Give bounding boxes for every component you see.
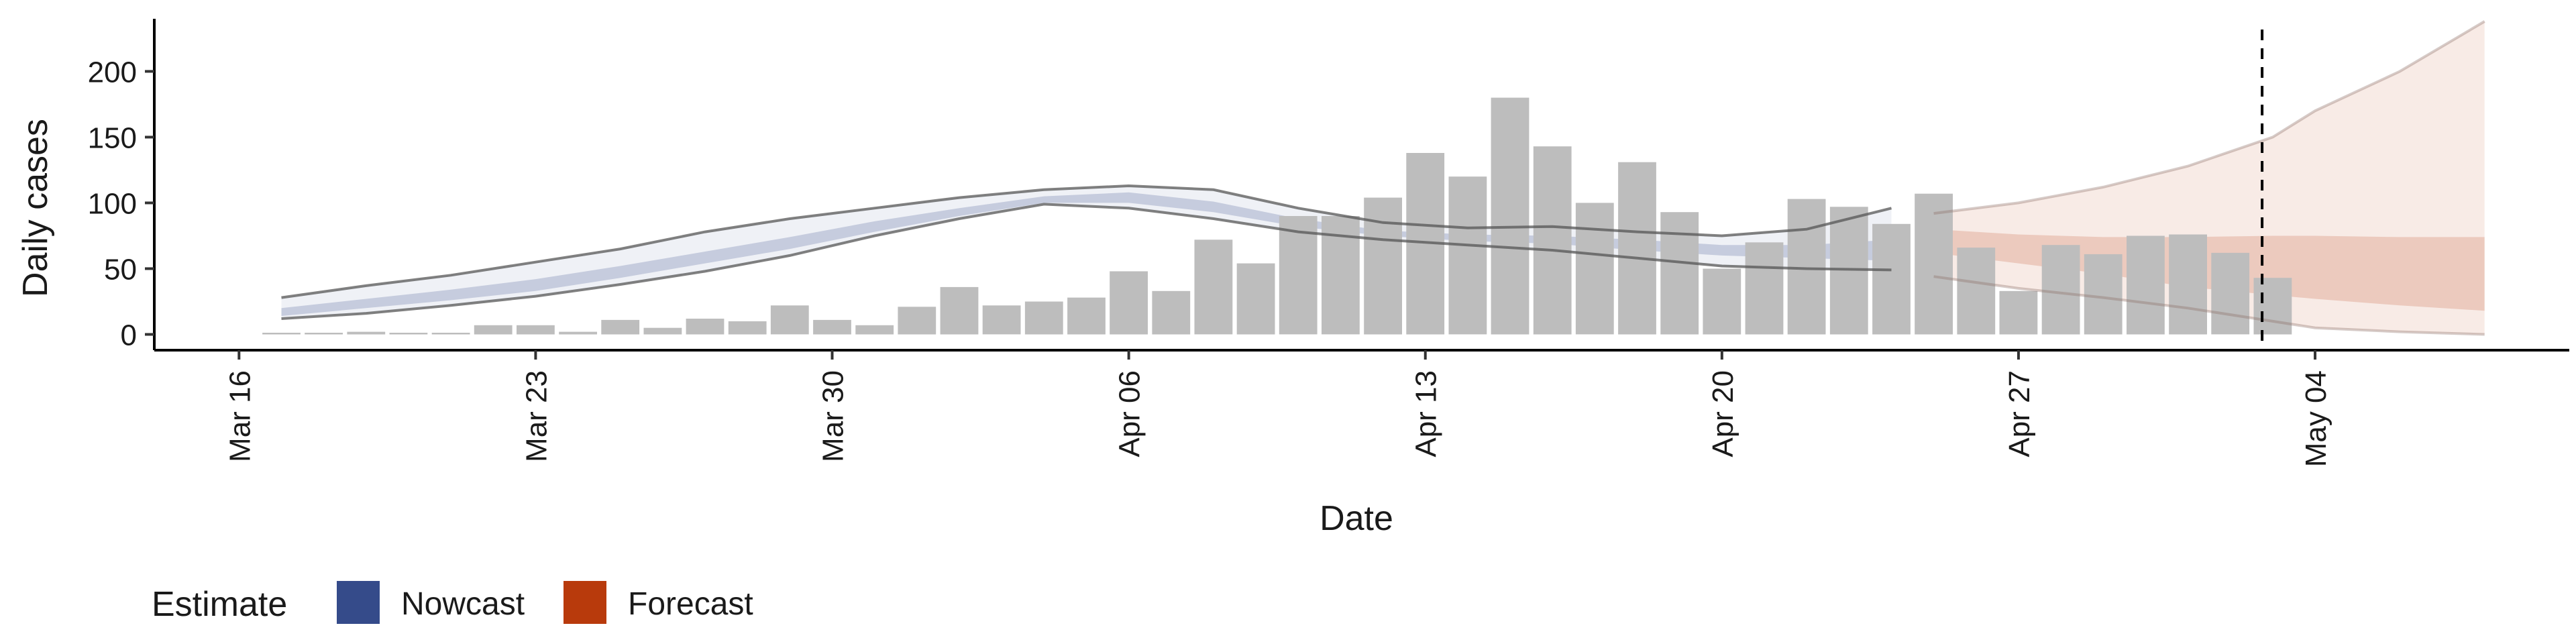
case-bar-2020-03-23 [517, 325, 555, 335]
case-bar-2020-04-20 [1703, 268, 1741, 335]
case-bar-2020-04-03 [982, 305, 1021, 335]
axes [153, 19, 2569, 352]
case-bar-2020-04-14 [1448, 176, 1487, 335]
x-tick-label-2020-04-13: Apr 13 [1410, 370, 1443, 458]
case-bar-2020-04-30 [2127, 235, 2165, 335]
forecast-upper-line [1933, 20, 2485, 215]
case-bar-2020-04-29 [2084, 254, 2123, 335]
x-tick-label-2020-04-06: Apr 06 [1114, 370, 1146, 458]
case-bar-2020-03-25 [601, 319, 640, 335]
x-tick-label-2020-03-23: Mar 23 [520, 370, 553, 462]
case-bar-2020-03-19 [347, 331, 386, 335]
x-axis-title: Date [1320, 499, 1393, 538]
case-bar-2020-04-15 [1491, 97, 1529, 335]
x-tick-label-2020-05-04: May 04 [2300, 370, 2332, 467]
case-bar-2020-04-07 [1152, 290, 1191, 335]
case-bar-2020-04-08 [1194, 239, 1233, 335]
case-bar-2020-03-17 [262, 333, 301, 335]
nowcast-lower-line [281, 203, 1892, 320]
case-bar-2020-03-27 [686, 319, 724, 335]
nowcast-upper-line [281, 184, 1892, 299]
case-bar-2020-04-16 [1533, 146, 1572, 335]
y-tick-label-200: 200 [88, 56, 137, 89]
case-bar-2020-04-17 [1575, 203, 1614, 335]
case-bar-2020-03-29 [770, 305, 809, 335]
x-tick-label-2020-04-27: Apr 27 [2003, 370, 2036, 458]
case-bar-2020-04-28 [2041, 245, 2080, 335]
case-bar-2020-04-25 [1915, 193, 1953, 335]
case-bar-2020-03-18 [305, 333, 343, 335]
case-bar-2020-04-18 [1618, 162, 1656, 335]
legend-swatch-nowcast [337, 581, 380, 624]
legend: Estimate Nowcast Forecast [152, 581, 753, 624]
case-bar-2020-04-19 [1660, 212, 1699, 335]
y-tick-label-50: 50 [104, 253, 137, 286]
case-bar-2020-04-27 [1999, 290, 2038, 335]
case-bar-2020-03-21 [431, 333, 470, 335]
estimate-band-outlines [281, 20, 2485, 336]
case-bar-2020-03-22 [474, 325, 513, 335]
legend-label-nowcast: Nowcast [401, 586, 525, 622]
case-bar-2020-04-10 [1279, 216, 1318, 335]
case-bar-2020-05-01 [2169, 234, 2207, 335]
x-tick-label-2020-03-30: Mar 30 [817, 370, 850, 462]
case-bar-2020-04-26 [1957, 248, 1996, 335]
case-bar-2020-03-20 [389, 333, 428, 335]
y-tick-label-100: 100 [88, 187, 137, 220]
x-axis-ticks: Mar 16 Mar 23 Mar 30 Apr 06 Apr 13 Apr 20 Apr … [223, 350, 2332, 467]
case-bar-2020-03-30 [813, 319, 851, 335]
legend-label-forecast: Forecast [628, 586, 753, 622]
x-tick-label-2020-04-20: Apr 20 [1707, 370, 1739, 458]
case-bar-2020-05-03 [2253, 278, 2292, 335]
case-bar-2020-04-04 [1024, 301, 1063, 335]
case-bar-2020-04-05 [1067, 297, 1106, 335]
x-tick-label-2020-03-16: Mar 16 [223, 370, 256, 462]
case-bar-2020-04-21 [1745, 242, 1784, 335]
forecast-lower-line [1933, 275, 2485, 336]
case-bar-2020-04-06 [1110, 271, 1148, 335]
case-bar-2020-03-31 [855, 325, 894, 335]
legend-swatch-forecast [564, 581, 606, 624]
case-bar-2020-03-24 [559, 331, 597, 335]
y-axis-ticks: 0 50 100 150 200 [88, 56, 154, 352]
case-bar-2020-04-22 [1787, 199, 1826, 335]
case-bar-2020-04-01 [898, 307, 936, 335]
y-tick-label-0: 0 [121, 319, 137, 352]
case-bar-2020-04-02 [940, 286, 979, 335]
case-bar-2020-04-12 [1364, 197, 1402, 335]
case-bar-2020-04-09 [1236, 263, 1275, 335]
y-tick-label-150: 150 [88, 121, 137, 154]
y-axis-title: Daily cases [16, 119, 55, 297]
case-bar-2020-03-26 [643, 327, 682, 335]
case-bar-2020-05-02 [2211, 252, 2250, 335]
legend-title: Estimate [152, 585, 287, 624]
case-bar-2020-03-28 [728, 321, 767, 335]
case-bar-2020-04-24 [1872, 223, 1911, 335]
